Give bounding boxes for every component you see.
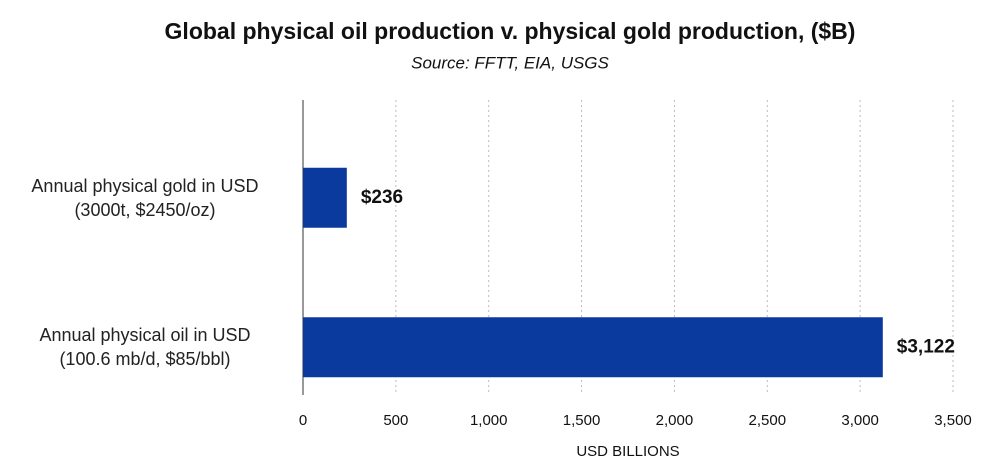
chart-title: Global physical oil production v. physic… xyxy=(165,18,856,44)
x-tick-label: 0 xyxy=(299,412,307,429)
data-label: $236 xyxy=(361,187,403,208)
data-label: $3,122 xyxy=(897,336,955,357)
x-tick-label: 1,500 xyxy=(563,412,601,429)
bar xyxy=(303,317,883,378)
category-label: Annual physical oil in USD (100.6 mb/d, … xyxy=(39,325,251,370)
x-tick-label: 3,500 xyxy=(934,412,972,429)
chart-subtitle: Source: FFTT, EIA, USGS xyxy=(411,53,609,72)
x-tick-label: 1,000 xyxy=(470,412,508,429)
x-tick-label: 500 xyxy=(383,412,408,429)
x-tick-label: 2,500 xyxy=(749,412,787,429)
x-axis-title: USD BILLIONS xyxy=(576,443,679,460)
category-label: Annual physical gold in USD (3000t, $245… xyxy=(31,175,259,220)
x-tick-label: 3,000 xyxy=(841,412,879,429)
bar xyxy=(303,167,347,228)
x-tick-label: 2,000 xyxy=(656,412,694,429)
